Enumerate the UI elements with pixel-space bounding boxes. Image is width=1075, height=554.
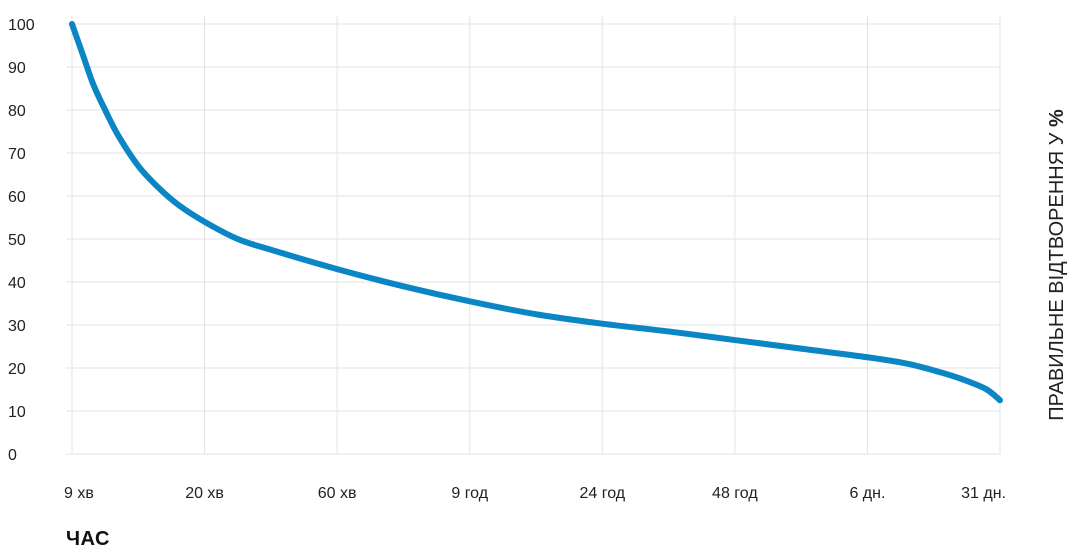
x-tick-label: 9 хв xyxy=(64,485,94,502)
x-tick-label: 9 год xyxy=(451,485,488,502)
y-tick-label: 20 xyxy=(8,361,26,378)
y-tick-label: 50 xyxy=(8,232,26,249)
y-axis-title-text: ПРАВИЛЬНЕ ВІДТВОРЕННЯ У xyxy=(1046,132,1068,420)
y-tick-label: 90 xyxy=(8,60,26,77)
x-axis-title: ЧАС xyxy=(66,528,110,550)
x-tick-label: 6 дн. xyxy=(849,485,885,502)
x-tick-label: 20 хв xyxy=(185,485,224,502)
y-tick-label: 10 xyxy=(8,404,26,421)
y-tick-label: 60 xyxy=(8,189,26,206)
x-tick-label: 31 дн. xyxy=(961,485,1006,502)
x-tick-label: 60 хв xyxy=(318,485,357,502)
grid-lines xyxy=(66,16,1001,455)
y-axis-title-unit: % xyxy=(1046,109,1068,127)
y-tick-label: 100 xyxy=(8,17,35,34)
x-tick-labels: 9 хв 20 хв 60 хв 9 год 24 год 48 год 6 дн. 31 д… xyxy=(64,485,1006,502)
y-tick-label: 80 xyxy=(8,103,26,120)
recall-curve-line xyxy=(69,21,1003,404)
y-axis-title: ПРАВИЛЬНЕ ВІДТВОРЕННЯ У % xyxy=(1046,109,1068,421)
y-tick-label: 30 xyxy=(8,318,26,335)
y-tick-label: 0 xyxy=(8,447,17,464)
x-tick-label: 48 год xyxy=(712,485,758,502)
y-tick-label: 40 xyxy=(8,275,26,292)
y-tick-labels: 0 10 20 30 40 50 60 70 80 90 100 xyxy=(8,17,35,464)
y-tick-label: 70 xyxy=(8,146,26,163)
x-tick-label: 24 год xyxy=(579,485,625,502)
